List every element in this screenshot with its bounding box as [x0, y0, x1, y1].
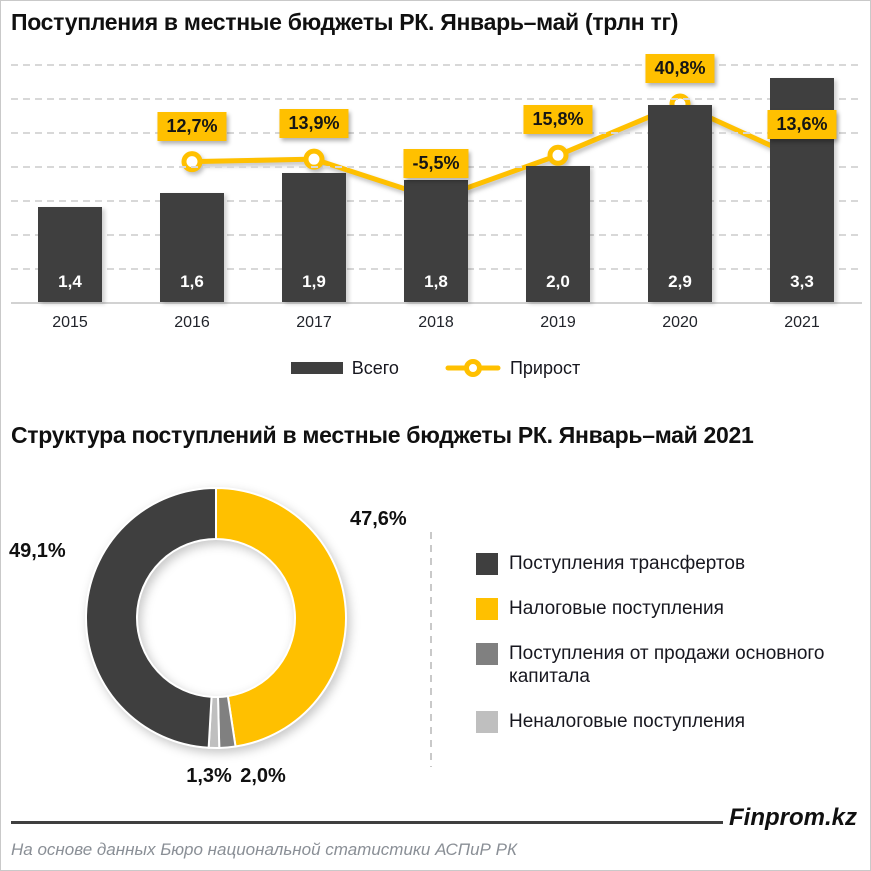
color-swatch-icon — [476, 553, 498, 575]
donut-label-nontax: 1,3% — [186, 765, 232, 787]
donut-label-transfers: 49,1% — [9, 540, 66, 562]
donut-label-tax: 47,6% — [350, 508, 407, 530]
donut-slice-47,6% — [215, 486, 347, 748]
gridline — [11, 98, 862, 100]
legend-label: Поступления трансфертов — [509, 553, 746, 574]
legend-item: Поступления от продажи основного капитал… — [476, 642, 862, 690]
donut-label-capital-sale: 2,0% — [240, 765, 286, 787]
x-axis-label-2020: 2020 — [662, 314, 698, 331]
x-axis-baseline — [11, 302, 862, 304]
gridline — [11, 64, 862, 66]
bar-value-label: 1,4 — [58, 272, 82, 291]
bar-2015 — [38, 207, 102, 302]
bar-swatch-icon — [290, 362, 343, 374]
x-axis-label-2017: 2017 — [296, 314, 332, 331]
legend-divider — [430, 532, 432, 767]
legend-item-growth: Прирост — [445, 357, 580, 379]
structure-legend: Поступления трансфертов Налоговые поступл… — [476, 552, 862, 734]
growth-marker-2019 — [547, 144, 569, 166]
gridline — [11, 132, 862, 134]
growth-label-2019: 15,8% — [523, 105, 593, 135]
donut-slice-49,1% — [85, 486, 217, 749]
color-swatch-icon — [476, 642, 498, 665]
brand-logo: Finprom.kz — [728, 804, 857, 831]
legend-label: Неналоговые поступления — [509, 711, 745, 732]
line-marker-icon — [445, 359, 501, 377]
bar-value-label: 2,0 — [546, 272, 570, 291]
x-axis-label-2021: 2021 — [784, 314, 820, 331]
footer-divider — [11, 821, 723, 824]
x-axis-label-2018: 2018 — [418, 314, 454, 331]
legend-label-total: Всего — [351, 357, 399, 378]
revenue-chart-legend: Всего Прирост — [1, 357, 870, 379]
bar-2020 — [648, 105, 712, 302]
bar-2016 — [160, 193, 224, 302]
growth-marker-2016 — [181, 151, 203, 173]
page-title-structure-chart: Структура поступлений в местные бюджеты … — [11, 422, 754, 448]
growth-label-2018: -5,5% — [403, 148, 469, 178]
bar-value-label: 1,6 — [180, 272, 204, 291]
growth-label-2020: 40,8% — [645, 53, 715, 83]
legend-item-total: Всего — [290, 357, 399, 379]
bar-2019 — [526, 166, 590, 302]
growth-label-2017: 13,9% — [279, 109, 349, 139]
legend-item: Неналоговые поступления — [476, 710, 862, 734]
legend-label-growth: Прирост — [509, 357, 581, 378]
donut-graphic — [85, 486, 347, 749]
growth-label-2021: 13,6% — [767, 109, 837, 139]
x-axis-label-2016: 2016 — [174, 314, 210, 331]
bar-2017 — [282, 173, 346, 302]
color-swatch-icon — [476, 711, 498, 733]
source-note: На основе данных Бюро национальной стати… — [11, 840, 517, 859]
legend-item: Налоговые поступления — [476, 597, 862, 621]
growth-marker-2017 — [303, 148, 325, 170]
growth-label-2016: 12,7% — [157, 111, 227, 141]
color-swatch-icon — [476, 597, 498, 620]
legend-label: Налоговые поступления — [509, 597, 724, 619]
bar-value-label: 1,9 — [302, 272, 326, 291]
legend-label: Поступления от продажи основного капитал… — [509, 642, 825, 688]
bar-value-label: 3,3 — [790, 272, 814, 291]
legend-item: Поступления трансфертов — [476, 552, 862, 576]
page-title-revenue-chart: Поступления в местные бюджеты РК. Январь… — [11, 9, 679, 35]
x-axis-label-2015: 2015 — [52, 314, 88, 331]
bar-value-label: 2,9 — [668, 272, 692, 291]
x-axis-label-2019: 2019 — [540, 314, 576, 331]
bar-value-label: 1,8 — [424, 272, 448, 291]
bar-2018 — [404, 180, 468, 302]
